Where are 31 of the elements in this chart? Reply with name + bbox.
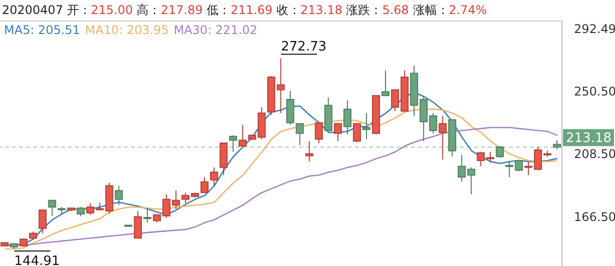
candlestick <box>114 185 123 206</box>
candlestick <box>134 210 142 239</box>
candlestick <box>210 166 218 186</box>
chart-title: 20200407 开：215.00 高：217.89 低：211.69 收：213.18 涨跌：5.68 涨幅：2.74% <box>2 3 487 17</box>
text: MA10: 203.95 <box>85 23 169 37</box>
candlestick <box>496 146 504 158</box>
candlestick <box>76 206 85 217</box>
annotation: 144.91 <box>14 254 60 266</box>
candlestick <box>352 123 361 143</box>
candlestick <box>86 202 94 216</box>
ref-line-label: 213.18 <box>566 131 612 146</box>
y-tick-label: 166.50 <box>574 210 615 224</box>
candlestick <box>200 176 209 194</box>
candlestick <box>238 124 247 148</box>
annotation: 272.73 <box>281 39 326 54</box>
candlestick <box>552 140 561 150</box>
candlestick <box>334 123 342 142</box>
candlestick <box>438 115 447 160</box>
candlestick <box>229 134 238 152</box>
candlestick <box>48 200 56 216</box>
candlestick <box>382 70 390 96</box>
candlestick <box>343 100 352 135</box>
y-tick-label: 208.50 <box>574 147 615 162</box>
candlestick <box>362 112 370 140</box>
text: MA30: 221.02 <box>174 23 258 37</box>
candlestick <box>314 122 323 144</box>
candlestick <box>143 208 152 224</box>
y-tick-label: 250.50 <box>574 84 615 98</box>
text: MA5: 205.51 <box>4 23 80 37</box>
candlestick <box>38 210 47 234</box>
y-tick-label: 292.49 <box>574 22 615 36</box>
